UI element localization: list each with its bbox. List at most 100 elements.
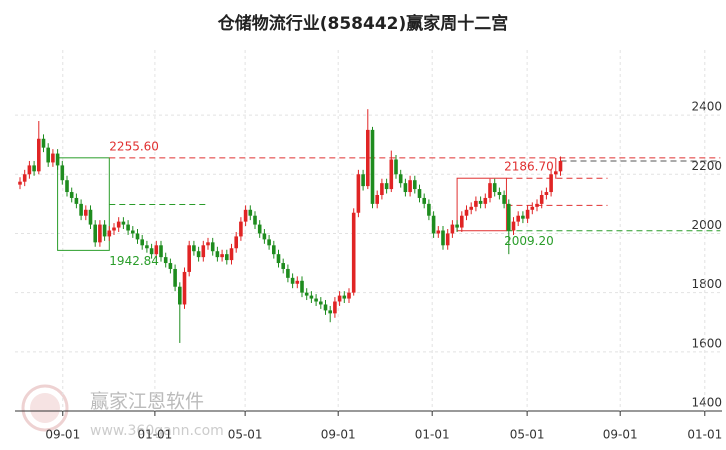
candle-body [521,215,525,219]
candle-body [272,245,276,255]
candle-body [370,129,375,204]
candle-body [234,236,238,249]
level-label: 2186.70 [504,160,554,174]
candle-body [497,192,502,195]
candle-body [380,183,384,195]
candle-body [239,221,243,237]
x-tick-label: 05-01 [228,428,263,442]
candle-body [145,245,149,249]
candle-body [408,180,412,193]
candle-body [112,227,116,231]
candle-body [18,181,22,185]
candle-body [88,209,93,225]
candle-body [375,194,379,204]
candle-body [450,224,455,234]
candle-body [201,245,206,258]
candle-body [192,245,196,252]
candle-body [413,180,417,190]
watermark-url: www.360gann.com [90,423,224,439]
candle-body [253,215,257,225]
candle-body [351,212,356,293]
candle-body [474,200,478,207]
candle-body [65,180,69,193]
candle-body [178,286,182,305]
candle-body [257,224,262,234]
candle-body [55,153,60,166]
candle-body [22,174,27,182]
candle-body [309,295,314,299]
candle-body [460,215,464,228]
zone-box [456,177,507,232]
candle-body [516,215,520,222]
watermark-logo [21,384,69,432]
candle-body [74,197,79,204]
candle-body [403,183,408,193]
candle-body [535,203,539,207]
level-label: 2255.60 [109,139,159,153]
candle-body [417,189,422,198]
candle-body [37,138,41,172]
candle-body [98,224,102,243]
candle-body [554,171,558,175]
candle-body [511,221,516,231]
candle-body [154,245,159,255]
candle-body [389,159,394,190]
candle-body [225,254,229,261]
candle-body [46,147,50,163]
candle-body [107,230,112,237]
candle-body [248,209,253,216]
candle-body [347,292,351,299]
candle-body [32,165,36,172]
candle-body [220,254,224,258]
candle-body [558,160,563,172]
candle-body [215,251,220,258]
candle-body [427,203,431,216]
candle-body [93,224,97,243]
candle-body [549,174,553,193]
candle-body [163,257,168,264]
candle-body [488,183,492,198]
candle-body [544,192,549,195]
candle-body [431,215,436,234]
candle-body [422,197,426,204]
candle-body [168,263,173,269]
candle-body [333,301,337,314]
candle-body [229,248,234,261]
x-tick-label: 01-01 [415,428,450,442]
candle-body [182,271,187,305]
y-tick-label: 1600 [691,336,722,350]
candle-body [502,194,506,204]
candle-body [69,192,74,198]
candle-body [342,295,347,299]
y-tick-label: 1400 [691,396,722,410]
candle-body [196,251,201,258]
candle-body [366,129,370,187]
x-tick-label: 01-01 [687,428,722,442]
candle-body [384,183,389,190]
candle-body [41,138,46,148]
candle-body [295,280,300,284]
candle-body [79,203,83,216]
candle-body [436,230,441,234]
x-tick-label: 09-01 [603,428,638,442]
x-tick-label: 09-01 [45,428,80,442]
candle-body [290,277,295,284]
candle-body [140,239,144,246]
candle-body [507,203,511,231]
candle-body [135,233,140,240]
candle-body [464,209,469,216]
candle-body [116,221,121,228]
x-tick-label: 09-01 [321,428,356,442]
level-label: 2009.20 [504,234,554,248]
candle-body [530,206,535,210]
candle-body [492,183,497,193]
candle-body [27,165,32,175]
candle-body [281,263,285,269]
candle-body [441,230,445,246]
x-tick-label: 01-01 [137,428,172,442]
candle-body [210,242,215,252]
candle-body [328,310,332,314]
candle-body [455,224,459,228]
candle-body [121,221,126,225]
candle-body [337,295,342,302]
